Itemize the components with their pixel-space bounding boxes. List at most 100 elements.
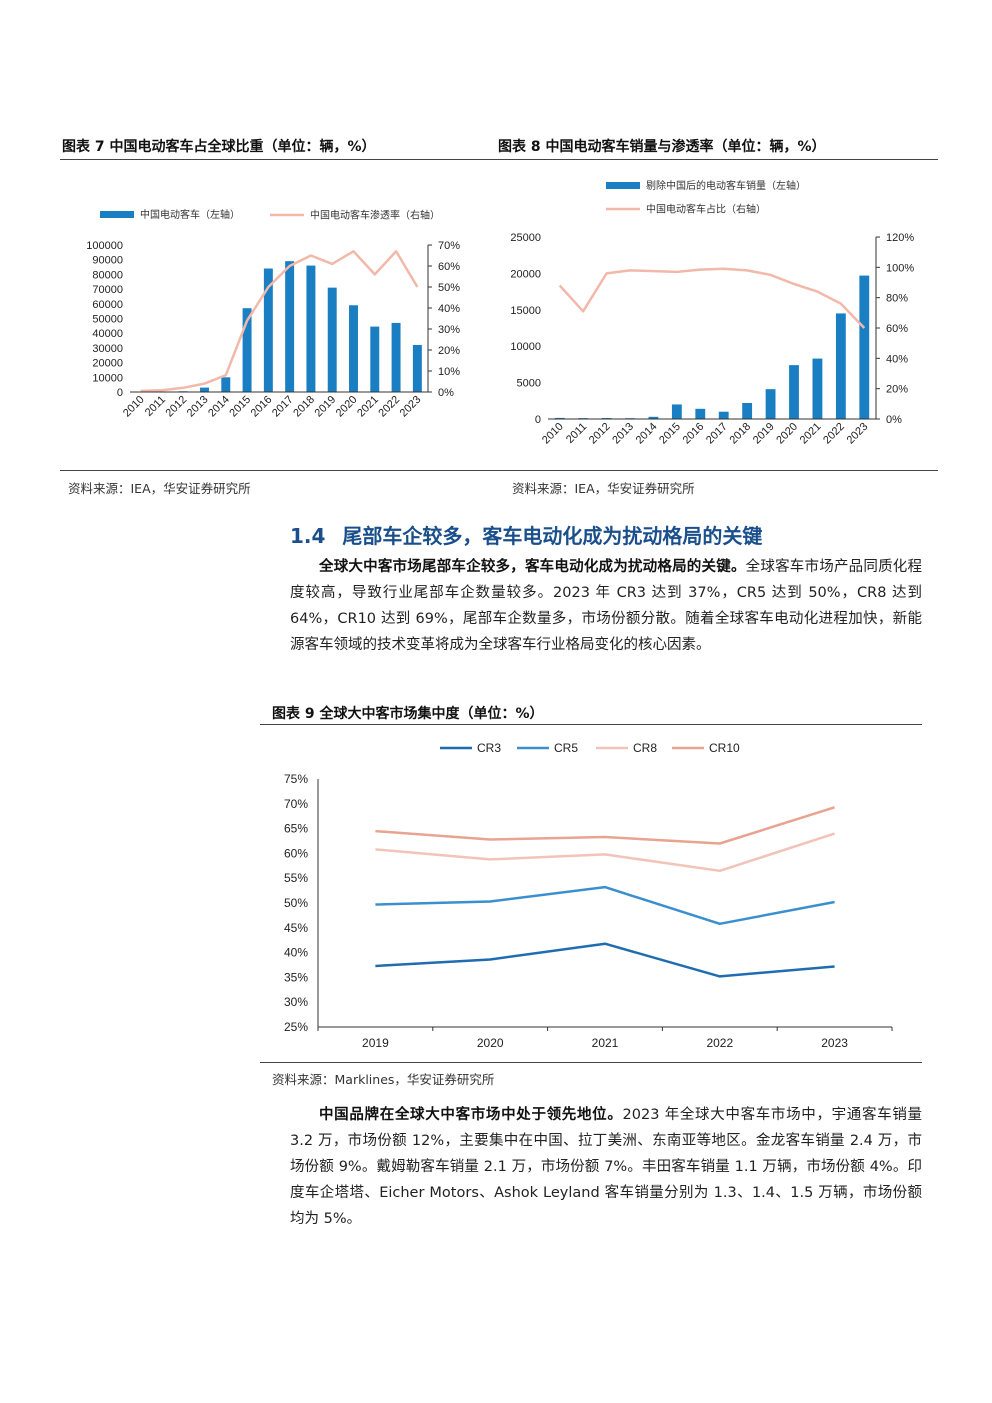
fig9-ytick: 45% [284, 921, 308, 935]
fig8-bar [765, 389, 776, 419]
fig8-chart: 剔除中国后的电动客车销量（左轴） 中国电动客车占比（右轴） 25000 20000 15… [510, 179, 914, 447]
fig8-xtick: 2010 [540, 421, 566, 447]
fig7-ytick-left: 40000 [92, 328, 123, 340]
fig7-xtick: 2019 [313, 394, 339, 420]
fig9-ytick: 65% [284, 822, 308, 836]
fig8-bar [835, 313, 846, 419]
section-title: 尾部车企较多，客车电动化成为扰动格局的关键 [342, 524, 763, 548]
fig7-bar [412, 344, 422, 392]
fig9-ytick: 60% [284, 846, 308, 860]
fig9-legend-label: CR3 [477, 741, 501, 755]
fig9-ytick: 35% [284, 970, 308, 984]
fig9-top-rule [260, 724, 922, 725]
fig7-ytick-left: 80000 [92, 269, 123, 281]
fig9-legend-label: CR8 [633, 741, 657, 755]
fig8-ytick-right: 100% [886, 262, 914, 274]
fig8-xtick: 2015 [657, 421, 683, 447]
fig8-legend-line-label: 中国电动客车占比（右轴） [646, 203, 766, 216]
fig8-bar [695, 408, 706, 419]
fig7-bar [327, 287, 337, 392]
fig8-legend-bar-label: 剔除中国后的电动客车销量（左轴） [646, 179, 806, 192]
fig8-legend-bar-swatch [606, 182, 640, 189]
fig9-bottom-rule [260, 1062, 922, 1063]
fig7-line-series [140, 250, 419, 393]
fig7-ytick-right: 20% [438, 345, 460, 357]
fig9-xtick: 2022 [706, 1036, 733, 1050]
fig7-ytick-right: 40% [438, 303, 460, 315]
fig9-legend-label: CR5 [554, 741, 578, 755]
fig9-ytick: 50% [284, 896, 308, 910]
fig8-bar [742, 402, 753, 419]
fig7-ytick-left: 100000 [86, 240, 123, 252]
fig9-line-cr10 [375, 806, 835, 845]
fig7-ytick-left: 20000 [92, 358, 123, 370]
fig7-bar [306, 265, 316, 392]
fig7-xtick: 2016 [249, 394, 275, 420]
fig9-xtick: 2021 [592, 1036, 619, 1050]
fig78-top-rule [60, 159, 938, 160]
fig8-source: 资料来源：IEA，华安证券研究所 [512, 481, 695, 496]
fig78-bottom-rule [60, 470, 938, 471]
fig8-xtick: 2014 [634, 421, 660, 447]
fig7-ytick-right: 30% [438, 324, 460, 336]
paragraph-lead: 全球大中客市场尾部车企较多，客车电动化成为扰动格局的关键。 [319, 559, 746, 575]
fig8-ytick-right: 80% [886, 293, 908, 305]
fig7-legend-bar-swatch [100, 211, 134, 218]
paragraph-concentration: 全球大中客市场尾部车企较多，客车电动化成为扰动格局的关键。全球客车市场产品同质化… [290, 554, 922, 658]
fig7-xtick: 2018 [291, 394, 317, 420]
fig8-bar [812, 358, 823, 419]
fig9-ytick: 75% [284, 772, 308, 786]
fig7-xtick: 2020 [334, 394, 360, 420]
fig9-line-cr8 [375, 832, 835, 873]
fig7-bar [200, 387, 209, 392]
fig7-ytick-left: 0 [117, 387, 123, 399]
paragraph-brands: 中国品牌在全球大中客市场中处于领先地位。2023 年全球大中客车市场中，宇通客车… [290, 1102, 922, 1232]
fig8-bar [859, 275, 870, 419]
fig8-bar [789, 365, 799, 419]
fig7-legend-line-label: 中国电动客车渗透率（右轴） [310, 209, 440, 222]
fig7-xtick: 2022 [376, 394, 402, 420]
fig8-xtick: 2012 [587, 421, 613, 447]
paragraph-lead: 中国品牌在全球大中客市场中处于领先地位。 [319, 1107, 623, 1123]
fig7-legend-bar-label: 中国电动客车（左轴） [140, 208, 240, 221]
fig8-xtick: 2013 [610, 421, 636, 447]
fig7-bar [221, 377, 231, 392]
fig9-ytick: 30% [284, 995, 308, 1009]
fig7-ytick-right: 50% [438, 282, 460, 294]
fig7-source: 资料来源：IEA，华安证券研究所 [68, 481, 251, 496]
fig8-xtick: 2020 [774, 421, 800, 447]
fig9-xtick: 2019 [362, 1036, 389, 1050]
fig7-xtick: 2013 [185, 394, 211, 420]
fig9-line-cr5 [375, 885, 835, 926]
fig9-source: 资料来源：Marklines，华安证券研究所 [272, 1072, 495, 1087]
fig8-bar [648, 416, 659, 419]
fig9-ytick: 25% [284, 1020, 308, 1034]
fig8-ytick-left: 0 [535, 414, 541, 426]
fig7-bar [242, 308, 252, 392]
fig9-chart: CR3 CR5 CR8 CR10 75% 70% 65% 60% 55% 50% 45% 40% 35%… [284, 741, 893, 1050]
fig8-xtick: 2011 [564, 421, 589, 446]
fig7-bar [391, 322, 401, 392]
fig7-xtick: 2017 [270, 394, 296, 420]
fig9-xtick: 2020 [477, 1036, 504, 1050]
fig9-legend-label: CR10 [709, 741, 740, 755]
fig7-xtick: 2023 [398, 394, 424, 420]
fig7-ytick-left: 50000 [92, 314, 123, 326]
fig7-xtick: 2010 [121, 394, 147, 420]
fig8-bar [554, 417, 565, 419]
fig8-line-series [558, 267, 866, 329]
fig7-ytick-right: 70% [438, 240, 460, 252]
section-number: 1.4 [290, 524, 326, 548]
section-heading: 1.4 尾部车企较多，客车电动化成为扰动格局的关键 [290, 520, 762, 549]
fig8-ytick-left: 5000 [517, 378, 541, 390]
fig7-xtick: 2021 [355, 394, 381, 420]
fig8-xtick: 2018 [727, 421, 753, 447]
fig7-bar [285, 261, 295, 392]
fig8-ytick-right: 20% [886, 384, 908, 396]
fig7-ytick-right: 60% [438, 261, 460, 273]
paragraph-body: 全球客车市场产品同质化程度较高，导致行业尾部车企数量较多。2023 年 CR3 … [290, 559, 923, 653]
fig8-ytick-right: 120% [886, 232, 914, 244]
fig8-bar [718, 411, 729, 419]
fig9-title: 图表 9 全球大中客市场集中度（单位：%） [272, 706, 544, 722]
fig7-ytick-left: 10000 [92, 372, 123, 384]
